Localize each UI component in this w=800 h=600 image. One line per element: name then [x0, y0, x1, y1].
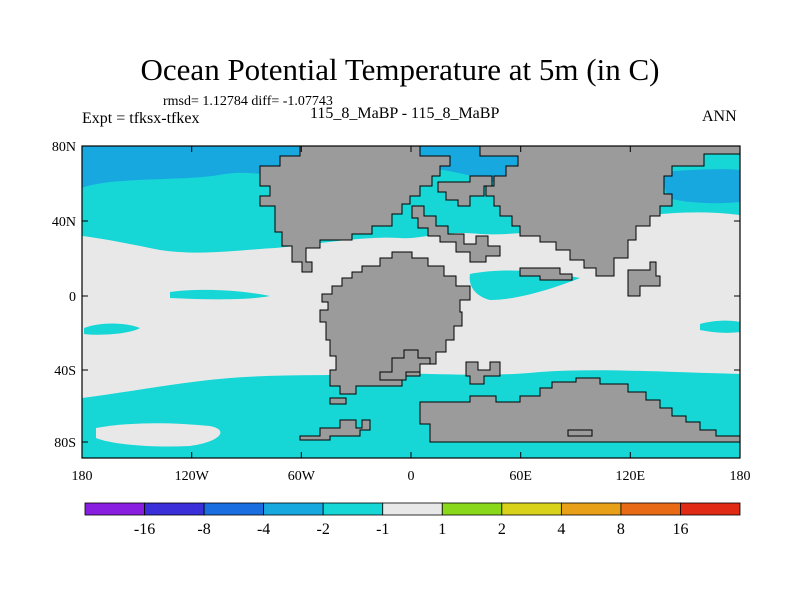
stats-label: rmsd= 1.12784 diff= -1.07743 [163, 94, 333, 109]
x-tick-label: 180 [72, 469, 93, 484]
tropic-cyan-streak-3 [700, 320, 740, 333]
colorbar-swatch [203, 502, 265, 516]
season-label: ANN [702, 108, 737, 125]
colorbar-swatch [84, 502, 145, 516]
x-tick-label: 0 [408, 469, 415, 484]
y-tick-label: 80N [52, 140, 76, 155]
map-panel [81, 145, 741, 459]
map-frame [81, 145, 741, 459]
south-neutral-patch [96, 423, 221, 447]
y-tick-label: 40N [52, 215, 76, 230]
y-axis-labels: 80N 40N 0 40S 80S [52, 140, 76, 451]
colorbar-label: 4 [557, 521, 565, 538]
north-blue-east [660, 169, 740, 204]
colorbar-swatch [560, 502, 622, 516]
land-europe-peninsula [411, 205, 501, 263]
land-small-island-1 [329, 397, 347, 405]
tropic-cyan-streak-2 [170, 289, 270, 300]
case-label: 115_8_MaBP - 115_8_MaBP [310, 105, 500, 122]
land-asia-island [627, 261, 661, 297]
y-tick-label: 80S [54, 436, 76, 451]
land-small-island-2 [567, 429, 593, 437]
land-antarctica-west [299, 419, 371, 441]
x-tick-label: 120W [175, 469, 210, 484]
tropic-cyan-streak-1 [84, 323, 140, 335]
colorbar-label: -8 [197, 521, 210, 538]
x-tick-label: 60W [288, 469, 316, 484]
land-antarctica-mid [465, 361, 501, 385]
colorbar-swatch [501, 502, 562, 516]
land-antarctica-east [419, 377, 741, 443]
land-greenland [437, 175, 493, 207]
x-tick-label: 60E [509, 469, 532, 484]
colorbar-swatch [144, 502, 205, 516]
colorbar-swatch [322, 502, 384, 516]
x-axis-labels: 180 120W 60W 0 60E 120E 180 [72, 469, 751, 484]
x-tick-label: 180 [730, 469, 751, 484]
y-tick-label: 0 [69, 290, 76, 305]
colorbar-label: 1 [438, 521, 446, 538]
land-north-america [82, 145, 451, 273]
x-tick-label: 120E [616, 469, 646, 484]
land-indian-block [379, 349, 431, 381]
colorbar [84, 502, 741, 516]
colorbar-swatch [382, 502, 443, 516]
colorbar-swatch [680, 502, 741, 516]
land-masses [82, 145, 741, 443]
colorbar-label: 2 [498, 521, 506, 538]
plot-title: Ocean Potential Temperature at 5m (in C) [140, 52, 660, 87]
land-eurasia [479, 145, 741, 277]
y-tick-label: 40S [54, 364, 76, 379]
land-east-small [519, 267, 573, 281]
colorbar-labels: -16 -8 -4 -2 -1 1 2 4 8 16 [134, 521, 689, 538]
colorbar-label: 16 [672, 521, 688, 538]
experiment-label: Expt = tfksx-tfkex [82, 110, 200, 127]
land-africa-south-america [319, 251, 471, 395]
colorbar-label: -1 [376, 521, 389, 538]
colorbar-label: -2 [317, 521, 330, 538]
colorbar-label: 8 [617, 521, 625, 538]
colorbar-swatch [263, 502, 324, 516]
colorbar-swatch [441, 502, 503, 516]
colorbar-swatch [620, 502, 681, 516]
colorbar-label: -4 [257, 521, 270, 538]
colorbar-label: -16 [134, 521, 155, 538]
